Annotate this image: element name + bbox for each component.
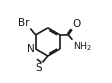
Text: Br: Br (18, 18, 30, 28)
Text: NH$_2$: NH$_2$ (73, 40, 92, 53)
Text: O: O (72, 19, 81, 29)
Text: S: S (35, 63, 42, 73)
Text: N: N (27, 44, 35, 54)
